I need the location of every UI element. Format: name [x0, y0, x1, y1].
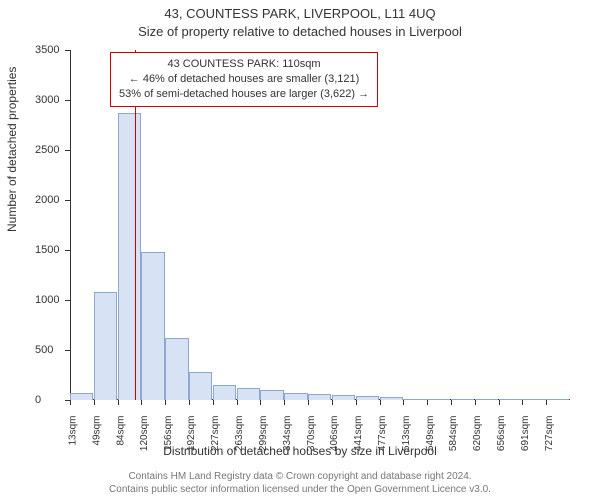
- x-tick-mark: [522, 400, 523, 405]
- y-tick-mark: [65, 200, 70, 201]
- x-tick-mark: [475, 400, 476, 405]
- x-tick-mark: [332, 400, 333, 405]
- x-tick-mark: [70, 400, 71, 405]
- x-tick-mark: [403, 400, 404, 405]
- x-tick-mark: [237, 400, 238, 405]
- y-tick-mark: [65, 350, 70, 351]
- x-tick-mark: [189, 400, 190, 405]
- x-tick-mark: [260, 400, 261, 405]
- x-tick-mark: [141, 400, 142, 405]
- x-tick-mark: [546, 400, 547, 405]
- footer-line-2: Contains public sector information licen…: [0, 483, 600, 496]
- x-tick-mark: [284, 400, 285, 405]
- y-tick-label: 0: [35, 394, 41, 406]
- plot-area: 0500100015002000250030003500 13sqm49sqm8…: [70, 50, 570, 400]
- info-line-2: ← 46% of detached houses are smaller (3,…: [119, 72, 369, 87]
- info-line-3: 53% of semi-detached houses are larger (…: [119, 87, 369, 102]
- y-axis-label: Number of detached properties: [5, 67, 19, 232]
- y-tick-mark: [65, 50, 70, 51]
- footer-attribution: Contains HM Land Registry data © Crown c…: [0, 470, 600, 496]
- x-tick-mark: [118, 400, 119, 405]
- y-tick-mark: [65, 300, 70, 301]
- x-tick-label: 49sqm: [91, 416, 102, 446]
- y-tick-label: 1000: [35, 294, 59, 306]
- x-tick-mark: [308, 400, 309, 405]
- x-tick-mark: [165, 400, 166, 405]
- x-tick-mark: [451, 400, 452, 405]
- x-axis-label: Distribution of detached houses by size …: [0, 444, 600, 458]
- x-tick-mark: [499, 400, 500, 405]
- marker-info-box: 43 COUNTESS PARK: 110sqm ← 46% of detach…: [110, 52, 378, 107]
- chart-container: 43, COUNTESS PARK, LIVERPOOL, L11 4UQ Si…: [0, 0, 600, 500]
- x-tick-mark: [380, 400, 381, 405]
- x-tick-mark: [356, 400, 357, 405]
- y-tick-label: 1500: [35, 244, 59, 256]
- y-tick-mark: [65, 250, 70, 251]
- footer-line-1: Contains HM Land Registry data © Crown c…: [0, 470, 600, 483]
- y-tick-label: 3000: [35, 94, 59, 106]
- x-tick-mark: [94, 400, 95, 405]
- x-tick-mark: [427, 400, 428, 405]
- y-tick-label: 2000: [35, 194, 59, 206]
- info-line-1: 43 COUNTESS PARK: 110sqm: [119, 57, 369, 72]
- y-tick-label: 3500: [35, 44, 59, 56]
- chart-title-line2: Size of property relative to detached ho…: [0, 24, 600, 39]
- y-tick-mark: [65, 100, 70, 101]
- x-tick-label: 84sqm: [115, 416, 126, 446]
- y-tick-label: 2500: [35, 144, 59, 156]
- chart-title-line1: 43, COUNTESS PARK, LIVERPOOL, L11 4UQ: [0, 6, 600, 21]
- x-tick-mark: [213, 400, 214, 405]
- y-tick-mark: [65, 150, 70, 151]
- y-tick-label: 500: [35, 344, 53, 356]
- x-tick-label: 13sqm: [68, 416, 79, 446]
